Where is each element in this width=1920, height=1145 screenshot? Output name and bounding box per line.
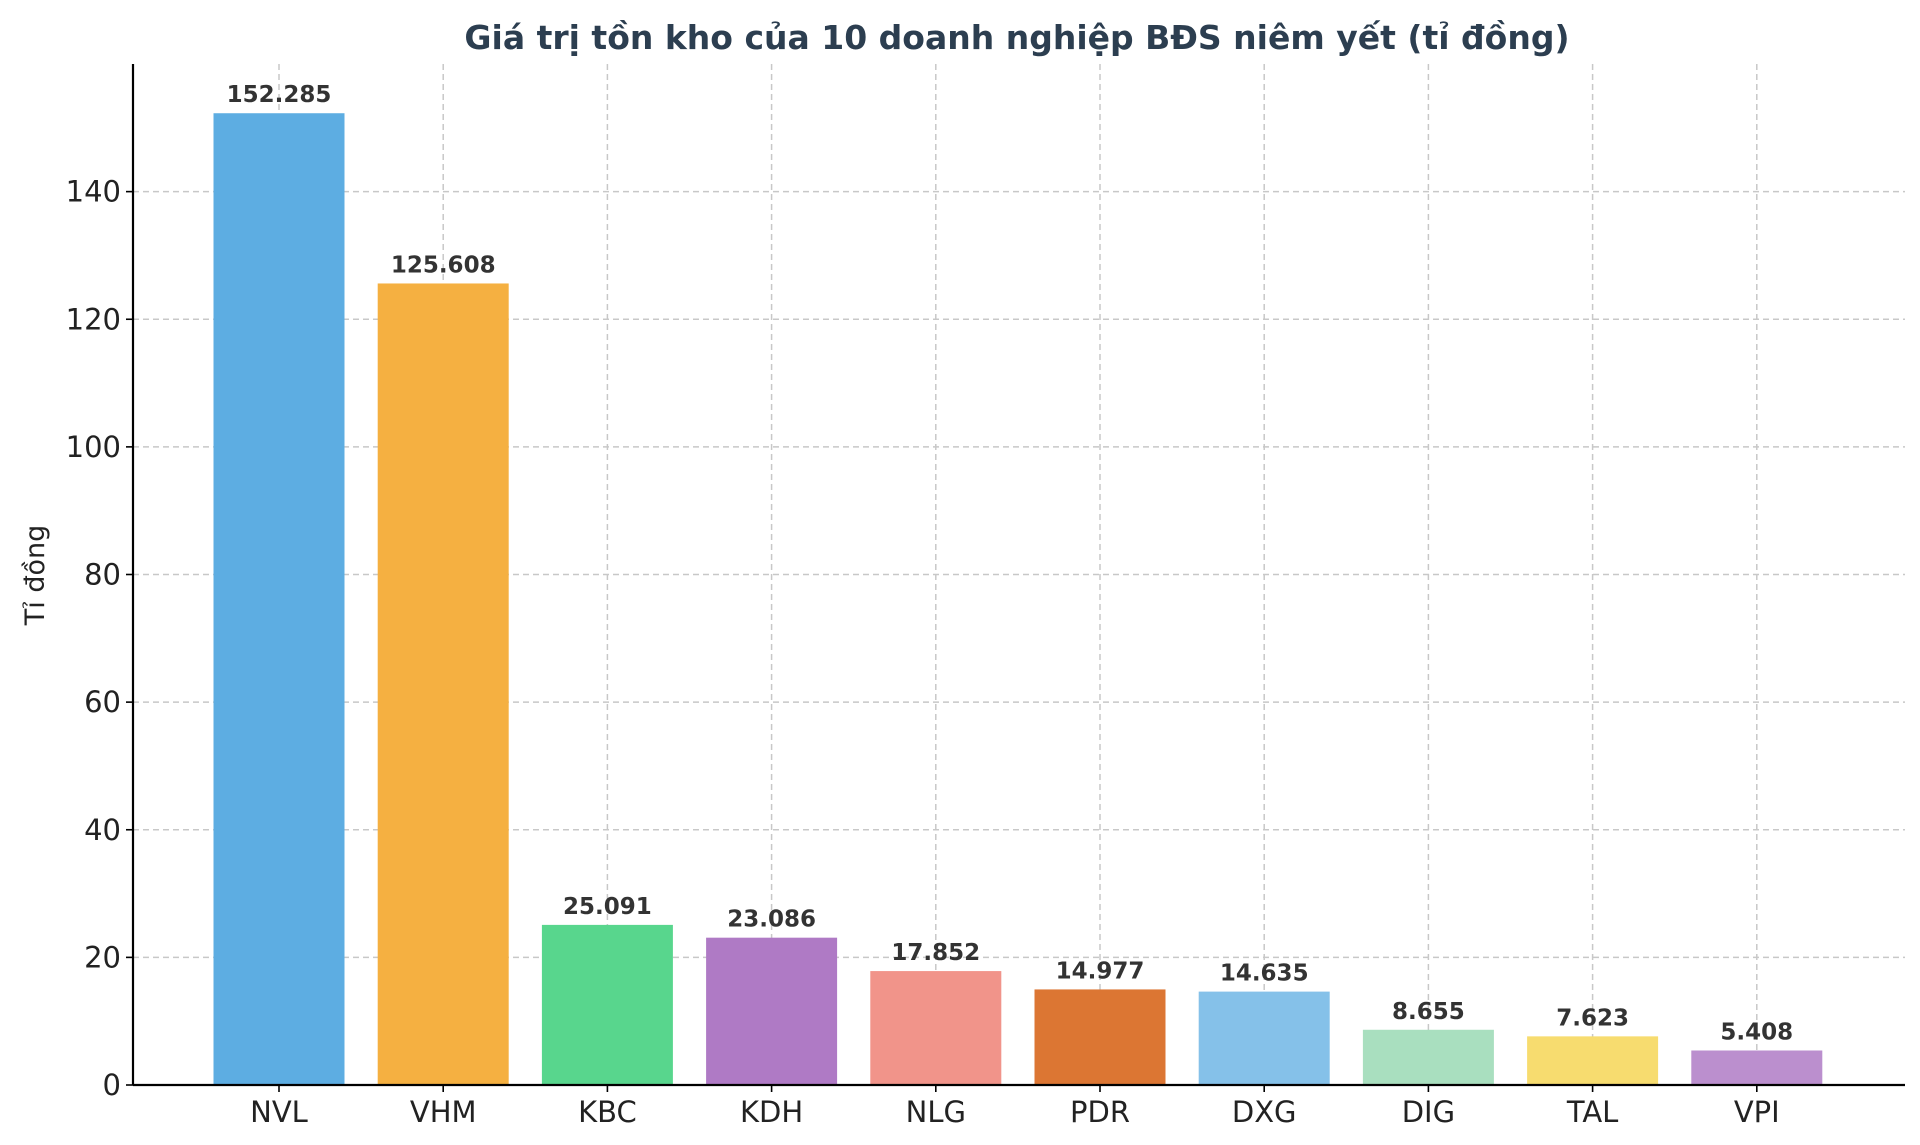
chart-title: Giá trị tồn kho của 10 doanh nghiệp BĐS … — [464, 18, 1569, 57]
value-label: 5.408 — [1720, 1019, 1793, 1045]
x-tick-label: DIG — [1402, 1095, 1455, 1129]
bar-dxg — [1198, 991, 1330, 1085]
y-tick-label: 100 — [66, 430, 121, 464]
y-tick-label: 60 — [84, 685, 121, 719]
value-label: 23.086 — [727, 907, 816, 933]
value-label: 125.608 — [391, 252, 496, 278]
y-tick-label: 20 — [84, 940, 121, 974]
y-tick-label: 0 — [103, 1068, 121, 1102]
value-label: 25.091 — [563, 894, 652, 920]
x-tick-label: VHM — [410, 1095, 477, 1129]
x-ticks: NVL VHM KBC KDH NLG PDR DXG DIG TAL VPI — [250, 1085, 1780, 1129]
bar-vhm — [377, 283, 509, 1085]
bar-pdr — [1034, 989, 1166, 1085]
y-tick-label: 120 — [66, 302, 121, 336]
value-labels: 152.285 125.608 25.091 23.086 17.852 14.977 14… — [227, 82, 1794, 1045]
bar-nlg — [870, 971, 1002, 1085]
x-tick-label: NLG — [906, 1095, 966, 1129]
bar-vpi — [1691, 1050, 1823, 1085]
bars — [213, 113, 1823, 1086]
bar-nvl — [213, 113, 345, 1086]
bar-dig — [1362, 1029, 1494, 1085]
value-label: 7.623 — [1556, 1005, 1629, 1031]
x-tick-label: PDR — [1070, 1095, 1130, 1129]
bar-tal — [1527, 1036, 1659, 1085]
value-label: 152.285 — [227, 82, 332, 108]
value-label: 17.852 — [891, 940, 980, 966]
x-tick-label: DXG — [1232, 1095, 1297, 1129]
bar-kdh — [706, 937, 838, 1085]
value-label: 14.977 — [1056, 958, 1145, 984]
y-tick-label: 40 — [84, 813, 121, 847]
value-label: 8.655 — [1392, 999, 1465, 1025]
x-tick-label: VPI — [1734, 1095, 1780, 1129]
value-label: 14.635 — [1220, 961, 1309, 987]
y-tick-label: 80 — [84, 558, 121, 592]
x-tick-label: TAL — [1566, 1095, 1618, 1129]
x-tick-label: NVL — [250, 1095, 308, 1129]
x-tick-label: KBC — [578, 1095, 637, 1129]
x-tick-label: KDH — [740, 1095, 803, 1129]
y-ticks: 0 20 40 60 80 100 120 140 — [66, 175, 133, 1102]
y-axis-label: Tỉ đồng — [20, 525, 51, 627]
y-tick-label: 140 — [66, 175, 121, 209]
bar-kbc — [541, 924, 673, 1085]
